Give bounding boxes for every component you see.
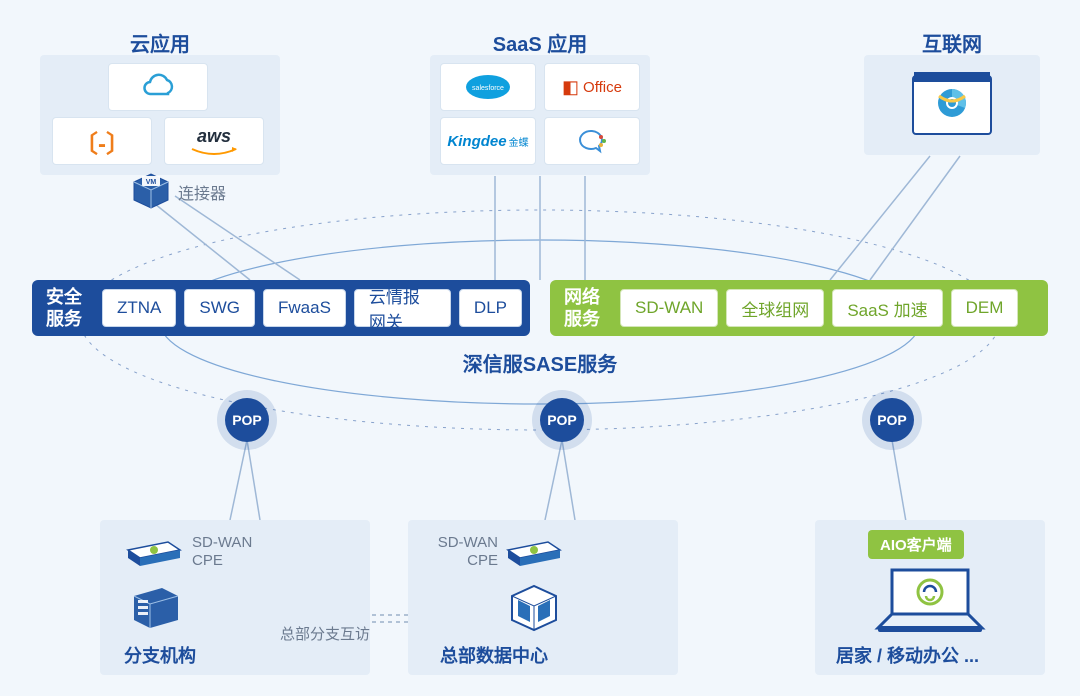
browser-icon [912, 75, 992, 135]
branch-server-icon [128, 584, 184, 637]
office-icon: ◧ Office [544, 63, 640, 111]
internet-title: 互联网 [864, 28, 1040, 57]
alibaba-icon: 〔-〕 [52, 117, 152, 165]
network-label: 网络 服务 [550, 286, 612, 330]
security-pill-fwaas: FwaaS [263, 289, 346, 327]
interlink-label: 总部分支互访 [280, 626, 370, 644]
hq-datacenter-icon [506, 582, 562, 639]
network-pill-sdwan: SD-WAN [620, 289, 718, 327]
security-pill-ztna: ZTNA [102, 289, 176, 327]
security-services-bar: 安全 服务 ZTNA SWG FwaaS 云情报网关 DLP [32, 280, 530, 336]
network-pill-global: 全球组网 [726, 289, 824, 327]
wechat-work-icon [544, 117, 640, 165]
hq-title: 总部数据中心 [440, 642, 548, 668]
aws-icon: aws [164, 117, 264, 165]
pop-2: POP [540, 398, 584, 442]
security-label: 安全 服务 [32, 286, 94, 330]
connector-label: 连接器 [178, 180, 226, 204]
pop-1: POP [225, 398, 269, 442]
sase-title: 深信服SASE服务 [0, 348, 1080, 377]
kingdee-icon: Kingdee 金蝶 [440, 117, 536, 165]
hq-cpe-icon [504, 536, 564, 575]
security-pill-swg: SWG [184, 289, 255, 327]
network-pill-dem: DEM [951, 289, 1019, 327]
security-pill-intel: 云情报网关 [354, 289, 451, 327]
saas-panel: salesforce ◧ Office Kingdee 金蝶 [430, 55, 650, 175]
network-pill-saas: SaaS 加速 [832, 289, 942, 327]
laptop-icon [870, 562, 990, 643]
network-services-bar: 网络 服务 SD-WAN 全球组网 SaaS 加速 DEM [550, 280, 1048, 336]
branch-cpe-icon [124, 536, 184, 575]
branch-title: 分支机构 [124, 642, 196, 668]
svg-text:VM: VM [146, 179, 157, 186]
cloud-title: 云应用 [40, 28, 280, 57]
vm-connector-icon: VM [130, 170, 172, 217]
remote-title: 居家 / 移动办公 ... [836, 642, 979, 668]
pop-3: POP [870, 398, 914, 442]
hq-cpe-label: SD-WAN CPE [420, 534, 498, 570]
saas-title: SaaS 应用 [430, 28, 650, 57]
salesforce-icon: salesforce [440, 63, 536, 111]
cloud-icon-generic [108, 63, 208, 111]
branch-cpe-label: SD-WAN CPE [192, 534, 252, 570]
cloud-panel: 〔-〕 aws [40, 55, 280, 175]
internet-panel [864, 55, 1040, 155]
aio-badge: AIO客户端 [868, 530, 964, 559]
svg-text:salesforce: salesforce [472, 85, 504, 92]
security-pill-dlp: DLP [459, 289, 522, 327]
